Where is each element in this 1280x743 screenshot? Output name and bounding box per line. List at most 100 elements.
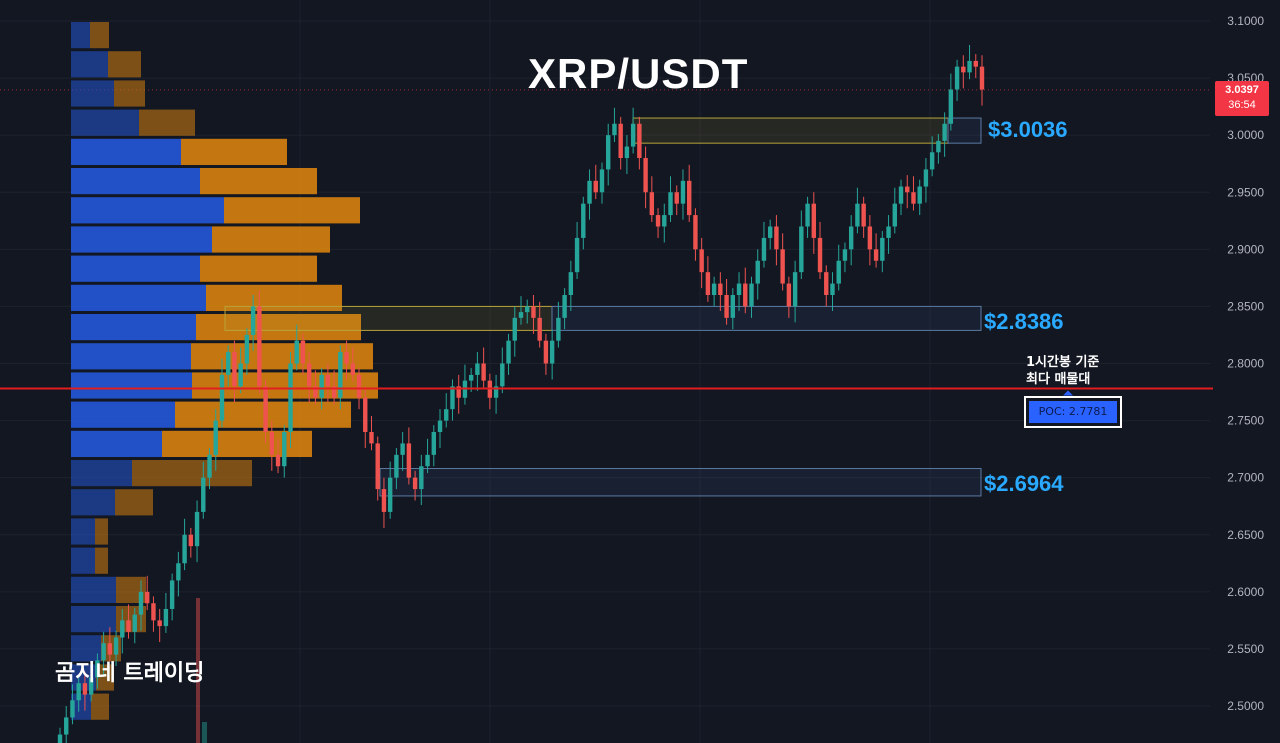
candle-body — [711, 283, 717, 295]
zone-blue-2-6964 — [379, 468, 982, 497]
candle-body — [649, 192, 655, 216]
candle-body — [400, 443, 405, 455]
vp-bar-up — [71, 51, 108, 78]
y-tick-label: 2.6000 — [1227, 585, 1264, 599]
candle-body — [867, 226, 873, 250]
candle-body — [450, 386, 455, 410]
vp-bar-up — [71, 372, 192, 399]
y-tick-label: 2.6500 — [1227, 528, 1264, 542]
candle-body — [88, 677, 94, 695]
candle-body — [687, 180, 692, 216]
candle-body — [369, 432, 374, 444]
candle-body — [113, 637, 119, 655]
candle-body — [269, 432, 275, 455]
vp-bar-down — [108, 51, 141, 78]
vp-bar-down — [212, 226, 330, 253]
candle-body — [674, 192, 679, 204]
vp-bar-down — [196, 314, 361, 341]
candle-body — [948, 89, 954, 124]
candle-body — [892, 203, 897, 227]
candle-body — [543, 340, 549, 364]
candle-body — [406, 443, 412, 478]
candle-body — [699, 249, 704, 273]
candle-body — [219, 374, 225, 421]
zone-blue-3-0036 — [947, 117, 982, 144]
candle-body — [655, 215, 661, 227]
vp-bar-up — [71, 430, 162, 457]
vp-bar-down — [224, 197, 360, 224]
vp-bar-up — [71, 576, 116, 603]
vp-bar-up — [71, 138, 181, 165]
candle-body — [786, 283, 792, 307]
candle-body — [325, 374, 331, 387]
vp-bar-down — [115, 489, 153, 516]
candle-body — [693, 215, 698, 250]
candle-body — [381, 489, 387, 512]
y-tick-label: 2.5000 — [1227, 699, 1264, 713]
vp-bar-up — [71, 168, 200, 195]
candle-body — [525, 306, 530, 313]
candle-body — [226, 352, 231, 375]
candle-body — [126, 620, 131, 632]
zone-yellow-top — [632, 117, 949, 144]
y-tick-label: 2.7500 — [1227, 414, 1264, 428]
candle-body — [929, 152, 935, 170]
candle-body — [82, 683, 88, 695]
candle-body — [475, 363, 480, 375]
vp-bar-down — [96, 664, 114, 691]
candle-body — [705, 272, 711, 295]
current-price-value: 3.0397 — [1225, 84, 1259, 96]
vp-bar-up — [71, 314, 196, 341]
candle-body — [730, 295, 736, 318]
candle-body — [481, 363, 486, 381]
watermark-text: 곰지네 트레이딩 — [55, 661, 205, 686]
candle-body — [437, 420, 443, 432]
candle-body — [257, 306, 262, 387]
candle-body — [250, 306, 256, 335]
candle-body — [842, 249, 848, 261]
candle-body — [792, 272, 798, 307]
candle-body — [805, 203, 810, 227]
poc-pointer — [1063, 390, 1073, 396]
candle-body — [817, 237, 823, 273]
vp-bar-down — [191, 343, 373, 370]
candle-body — [606, 135, 611, 170]
poc-note: 1시간봉 기준 최다 매물대 — [1026, 354, 1099, 388]
zone-blue-2-8386 — [551, 305, 982, 331]
candle-body — [95, 660, 100, 678]
candle-body — [581, 203, 586, 238]
candle-body — [493, 386, 499, 398]
candle-body — [880, 237, 885, 261]
vp-bar-up — [71, 489, 115, 516]
candle-body — [468, 374, 474, 381]
candle-body — [587, 180, 592, 204]
candle-body — [107, 643, 113, 655]
candle-body — [151, 603, 156, 621]
candle-body — [356, 374, 362, 398]
candle-body — [282, 432, 287, 467]
candle-body — [288, 363, 293, 432]
y-tick-label: 2.9000 — [1227, 242, 1264, 256]
candle-body — [898, 186, 904, 204]
level-label-2-6964: $2.6964 — [984, 471, 1064, 496]
candle-body — [979, 66, 985, 90]
candle-body — [562, 295, 567, 318]
candle-body — [188, 534, 194, 547]
candle-body — [873, 249, 879, 261]
candle-body — [275, 454, 281, 467]
candle-body — [238, 363, 243, 387]
candle-body — [848, 226, 854, 250]
candle-body — [954, 66, 960, 90]
vp-bar-up — [71, 22, 90, 49]
candle-body — [169, 580, 175, 609]
candle-body — [444, 409, 449, 421]
candle-body — [574, 237, 580, 273]
vp-bar-down — [181, 138, 287, 165]
candle-body — [300, 340, 306, 364]
current-price-tag: 3.0397 36:54 — [1215, 81, 1269, 116]
y-tick-label: 2.7000 — [1227, 471, 1264, 485]
y-tick-label: 2.8000 — [1227, 357, 1264, 371]
candle-body — [612, 123, 617, 136]
candle-body — [138, 591, 144, 615]
